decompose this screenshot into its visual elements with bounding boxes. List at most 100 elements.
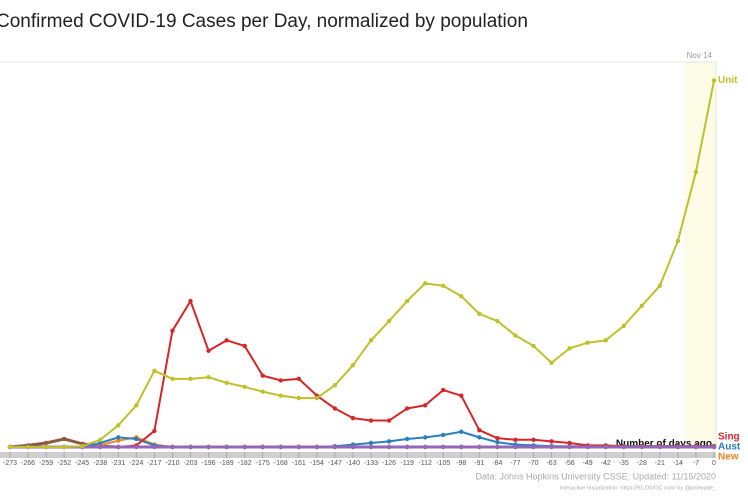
- data-point: [567, 444, 572, 450]
- data-point: [441, 387, 446, 393]
- data-point: [368, 444, 374, 450]
- data-point: [7, 444, 13, 450]
- x-tick-label: -231: [111, 460, 125, 467]
- series-line: [10, 80, 715, 448]
- data-point: [332, 444, 338, 450]
- data-point: [585, 444, 590, 450]
- data-point: [422, 403, 428, 408]
- data-point: [513, 444, 518, 450]
- data-point: [224, 444, 229, 450]
- data-point: [116, 423, 121, 428]
- data-point: [43, 440, 49, 446]
- data-point: [693, 444, 699, 450]
- data-point: [278, 444, 283, 450]
- x-tick-label: -77: [510, 460, 520, 467]
- data-point: [477, 435, 482, 440]
- x-tick-label: -98: [456, 460, 466, 467]
- data-point: [260, 389, 265, 394]
- data-point: [296, 444, 302, 450]
- x-tick-label: -147: [328, 460, 342, 467]
- x-tick-label: -126: [382, 460, 396, 467]
- chart-title: Confirmed COVID-19 Cases per Day, normal…: [0, 11, 528, 32]
- data-point: [242, 384, 247, 390]
- data-point: [639, 444, 644, 450]
- data-point: [116, 444, 121, 450]
- data-point: [368, 338, 374, 343]
- x-tick-label: -161: [292, 460, 306, 467]
- data-point: [98, 444, 103, 450]
- x-tick-label: -119: [400, 460, 414, 467]
- data-point: [368, 418, 374, 423]
- data-point: [549, 444, 554, 450]
- data-point: [61, 436, 67, 442]
- data-point: [206, 348, 211, 353]
- series-label: Aust: [718, 442, 741, 453]
- data-point: [368, 440, 374, 446]
- x-tick-label: -245: [75, 460, 89, 467]
- data-point: [152, 444, 157, 450]
- data-point: [170, 376, 175, 382]
- data-point: [152, 428, 157, 434]
- data-point: [603, 444, 608, 450]
- data-point: [80, 443, 85, 449]
- x-tick-label: -28: [637, 460, 647, 467]
- x-tick-label: -84: [492, 460, 502, 467]
- x-tick-label: -175: [256, 460, 270, 467]
- data-point: [314, 444, 320, 450]
- data-point: [116, 438, 121, 443]
- data-point: [693, 169, 699, 175]
- data-point: [350, 362, 356, 368]
- data-point: [296, 376, 302, 382]
- x-tick-label: -168: [274, 460, 288, 467]
- x-tick-label: -63: [546, 460, 556, 467]
- data-point: [675, 238, 681, 244]
- x-tick-label: -91: [474, 460, 484, 467]
- data-point: [188, 298, 193, 304]
- data-point: [386, 418, 392, 423]
- data-point: [404, 436, 410, 442]
- data-point: [441, 444, 446, 450]
- x-tick-label: -182: [238, 460, 252, 467]
- data-point: [43, 444, 49, 450]
- data-point: [675, 444, 681, 450]
- data-point: [98, 437, 103, 442]
- x-tick-label: -35: [619, 460, 629, 467]
- data-point: [621, 323, 626, 329]
- data-point: [260, 373, 265, 378]
- x-tick-label: -105: [436, 460, 450, 467]
- data-point: [513, 437, 518, 442]
- data-point: [386, 444, 392, 450]
- data-point: [332, 383, 338, 388]
- data-point: [441, 283, 446, 288]
- data-point: [531, 437, 536, 442]
- data-point: [134, 444, 139, 450]
- data-point: [477, 444, 482, 450]
- series-label: New: [718, 452, 739, 463]
- data-point: [61, 444, 67, 450]
- data-point: [296, 395, 302, 401]
- data-point: [459, 429, 464, 434]
- data-point: [260, 444, 265, 450]
- data-point: [477, 311, 482, 317]
- x-tick-label: -49: [583, 460, 593, 467]
- data-point: [404, 444, 410, 450]
- x-tick-label: -189: [220, 460, 234, 467]
- data-point: [549, 360, 554, 365]
- x-tick-label: -259: [39, 460, 53, 467]
- data-point: [495, 444, 500, 450]
- x-tick-label: -252: [57, 460, 71, 467]
- data-point: [25, 444, 31, 450]
- data-point: [350, 444, 356, 450]
- source-note: Data: Johns Hopkins University CSSE; Upd…: [476, 471, 716, 481]
- x-tick-label: -224: [129, 460, 143, 467]
- x-tick-label: -196: [202, 460, 216, 467]
- date-annotation: Nov 14: [687, 51, 713, 60]
- data-point: [206, 444, 211, 450]
- data-point: [459, 444, 464, 450]
- data-point: [422, 444, 428, 450]
- data-point: [549, 439, 554, 444]
- x-tick-label: -14: [673, 460, 683, 467]
- data-point: [224, 338, 229, 343]
- data-point: [386, 318, 392, 324]
